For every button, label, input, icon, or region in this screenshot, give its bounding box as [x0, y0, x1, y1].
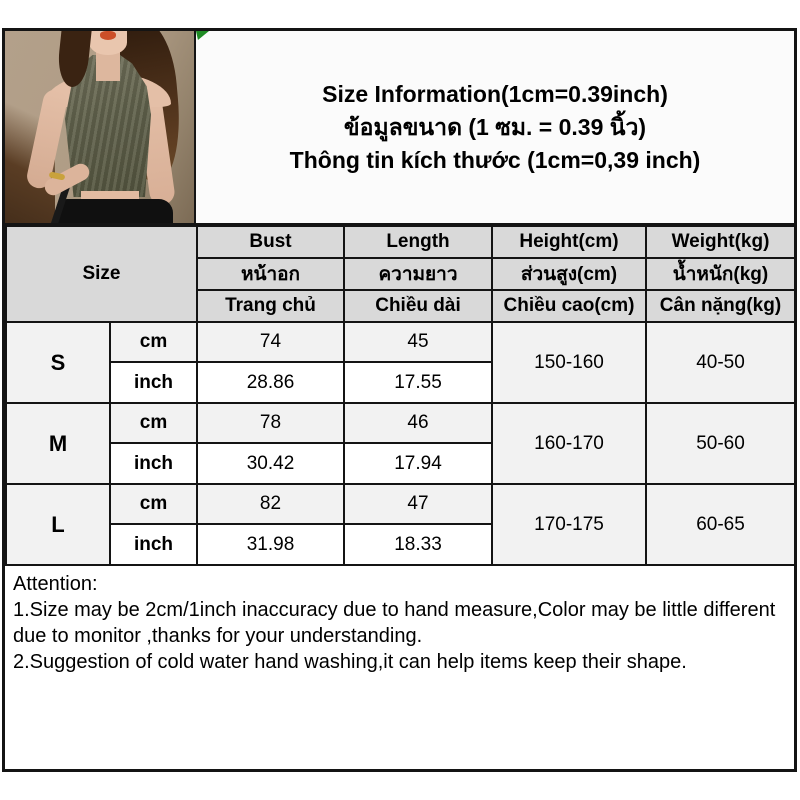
attention-heading: Attention: [13, 573, 98, 595]
col-header-weight-vi: Cân nặng(kg) [645, 289, 796, 323]
col-header-length-th: ความยาว [343, 257, 493, 291]
unit-cm-label: cm [109, 483, 198, 525]
s-bust-cm: 74 [196, 321, 345, 363]
table-row: S cm 74 45 150-160 40-50 [5, 321, 796, 404]
col-header-length-vi: Chiều dài [343, 289, 493, 323]
product-photo [5, 31, 196, 223]
m-weight-range: 50-60 [645, 402, 796, 485]
table-row: M cm 78 46 160-170 50-60 [5, 402, 796, 485]
size-header-cell: Size [5, 225, 198, 323]
s-height-range: 150-160 [491, 321, 647, 404]
table-row: inch 30.42 17.94 [6, 442, 795, 485]
col-header-weight-en: Weight(kg) [645, 225, 796, 259]
size-chart-sheet: Size Information(1cm=0.39inch) ข้อมูลขนา… [2, 28, 797, 772]
title-vietnamese: Thông tin kích thước (1cm=0,39 inch) [289, 146, 701, 173]
l-bust-inch: 31.98 [196, 523, 345, 566]
attention-note-2: 2.Suggestion of cold water hand washing,… [13, 651, 687, 673]
m-length-cm: 46 [343, 402, 493, 444]
col-header-bust-en: Bust [196, 225, 345, 259]
s-length-inch: 17.55 [343, 361, 493, 404]
m-height-range: 160-170 [491, 402, 647, 485]
s-length-cm: 45 [343, 321, 493, 363]
l-length-inch: 18.33 [343, 523, 493, 566]
l-weight-range: 60-65 [645, 483, 796, 566]
col-header-height-en: Height(cm) [491, 225, 647, 259]
table-row: inch 28.86 17.55 [6, 361, 795, 404]
unit-cm-label: cm [109, 321, 198, 363]
unit-inch-label: inch [109, 361, 198, 404]
header-row-thai: หน้าอก ความยาว ส่วนสูง(cm) น้ำหนัก(kg) [6, 257, 796, 291]
title-english: Size Information(1cm=0.39inch) [322, 80, 668, 107]
header-row-english: Size Bust Length Height(cm) Weight(kg) [5, 225, 796, 323]
attention-section: Attention: 1.Size may be 2cm/1inch inacc… [5, 566, 794, 675]
size-m-cell: M [5, 402, 111, 485]
col-header-bust-vi: Trang chủ [196, 289, 345, 323]
col-header-bust-th: หน้าอก [196, 257, 345, 291]
size-table: Size Bust Length Height(cm) Weight(kg) ห… [5, 225, 796, 566]
header-row-vietnamese: Trang chủ Chiều dài Chiều cao(cm) Cân nặ… [6, 289, 796, 323]
col-header-height-th: ส่วนสูง(cm) [491, 257, 647, 291]
photo-art-pants [57, 199, 173, 223]
size-l-cell: L [5, 483, 111, 566]
unit-cm-label: cm [109, 402, 198, 444]
l-length-cm: 47 [343, 483, 493, 525]
m-length-inch: 17.94 [343, 442, 493, 485]
title-cell: Size Information(1cm=0.39inch) ข้อมูลขนา… [196, 31, 794, 223]
s-weight-range: 40-50 [645, 321, 796, 404]
table-row: inch 31.98 18.33 [6, 523, 795, 566]
header-band: Size Information(1cm=0.39inch) ข้อมูลขนา… [5, 31, 794, 225]
green-corner-marker-icon [196, 31, 209, 40]
title-thai: ข้อมูลขนาด (1 ซม. = 0.39 นิ้ว) [343, 113, 647, 140]
photo-art-lips [100, 31, 116, 40]
table-row: L cm 82 47 170-175 60-65 [5, 483, 796, 566]
unit-inch-label: inch [109, 523, 198, 566]
s-bust-inch: 28.86 [196, 361, 345, 404]
l-bust-cm: 82 [196, 483, 345, 525]
col-header-height-vi: Chiều cao(cm) [491, 289, 647, 323]
attention-note-1: 1.Size may be 2cm/1inch inaccuracy due t… [13, 599, 776, 647]
unit-inch-label: inch [109, 442, 198, 485]
m-bust-cm: 78 [196, 402, 345, 444]
col-header-length-en: Length [343, 225, 493, 259]
l-height-range: 170-175 [491, 483, 647, 566]
size-s-cell: S [5, 321, 111, 404]
col-header-weight-th: น้ำหนัก(kg) [645, 257, 796, 291]
m-bust-inch: 30.42 [196, 442, 345, 485]
